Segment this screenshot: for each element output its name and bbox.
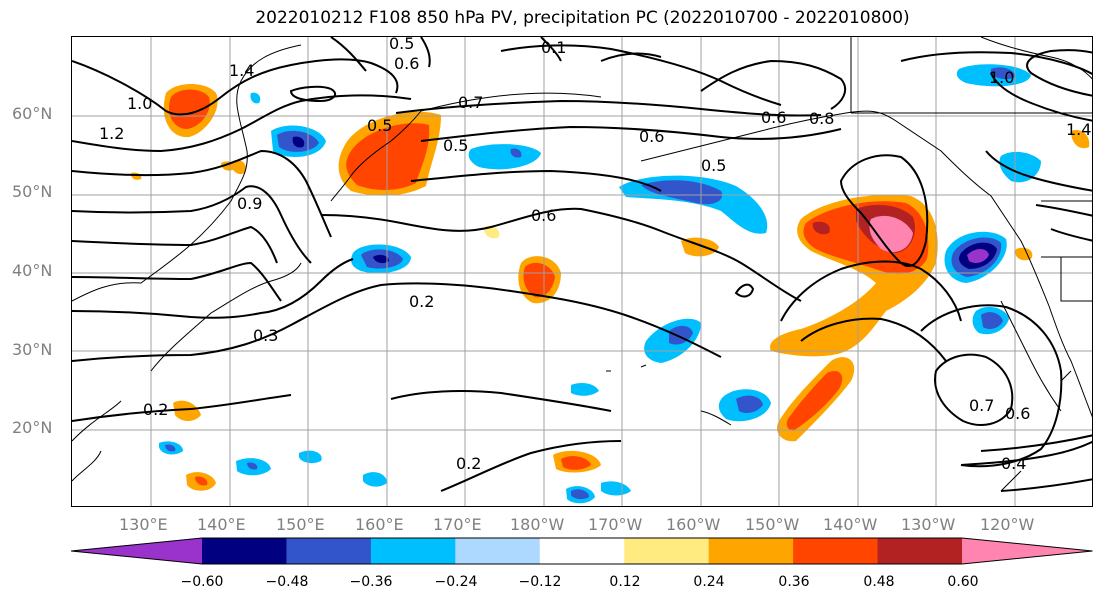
lon-label-160w: 160°W (666, 515, 721, 534)
contour-label: 0.5 (443, 136, 468, 155)
colorbar-bin (793, 538, 879, 564)
contour-label: 0.8 (809, 109, 834, 128)
pv-contours (72, 37, 1092, 492)
colorbar-bin (539, 538, 625, 564)
lon-label-180w: 180°W (510, 515, 565, 534)
lon-label-150w: 150°W (745, 515, 800, 534)
contour-label: 1.4 (229, 61, 254, 80)
contour-label: 0.7 (969, 396, 994, 415)
colorbar-bin (708, 538, 794, 564)
precipitation-shading (131, 64, 1090, 504)
lon-label-170e: 170°E (433, 515, 482, 534)
lon-label-130e: 130°E (119, 515, 168, 534)
contour-label: 1.0 (989, 68, 1014, 87)
lon-label-170w: 170°W (588, 515, 643, 534)
colorbar-bin (455, 538, 541, 564)
contour-label: 0.4 (1001, 454, 1026, 473)
contour-label: 0.6 (639, 127, 664, 146)
lat-label-40n: 40°N (12, 261, 53, 280)
lon-label-150e: 150°E (276, 515, 325, 534)
colorbar-extension-low (71, 538, 202, 564)
colorbar (70, 537, 1093, 569)
contour-label: 0.3 (253, 326, 278, 345)
colorbar-bin (370, 538, 456, 564)
colorbar-tick-label: −0.24 (434, 574, 478, 590)
map-title: 2022010212 F108 850 hPa PV, precipitatio… (255, 8, 910, 28)
colorbar-tick-label: −0.48 (265, 574, 309, 590)
colorbar-graphic (70, 537, 1093, 565)
colorbar-tick-label: 0.48 (863, 574, 895, 590)
lon-label-140w: 140°W (823, 515, 878, 534)
colorbar-tick-label: −0.36 (349, 574, 393, 590)
colorbar-bin (877, 538, 963, 564)
colorbar-bin (202, 538, 287, 564)
colorbar-tick-label: −0.12 (518, 574, 562, 590)
contour-label: 0.7 (458, 93, 483, 112)
contour-label: 0.6 (761, 108, 786, 127)
contour-label: 1.0 (127, 94, 152, 113)
coastlines (72, 37, 1092, 492)
colorbar-bins (70, 537, 1093, 565)
contour-label: 0.6 (1005, 404, 1030, 423)
contour-label: 1.4 (1066, 120, 1091, 139)
colorbar-tick-label: 0.24 (693, 574, 725, 590)
contour-label: 0.9 (237, 194, 262, 213)
lon-label-160e: 160°E (355, 515, 404, 534)
contour-label: 0.5 (701, 156, 726, 175)
lon-label-140e: 140°E (197, 515, 246, 534)
lon-label-130w: 130°W (901, 515, 956, 534)
contour-label: 0.6 (394, 54, 419, 73)
contour-label: 0.2 (409, 292, 434, 311)
lon-label-120w: 120°W (980, 515, 1035, 534)
colorbar-bin (624, 538, 710, 564)
colorbar-bin (286, 538, 372, 564)
colorbar-tick-label: 0.36 (778, 574, 810, 590)
graticule (72, 37, 1092, 506)
map-canvas: 0.5 0.6 0.1 1.4 1.0 1.2 0.7 0.5 0.6 0.5 … (72, 37, 1092, 506)
contour-labels: 0.5 0.6 0.1 1.4 1.0 1.2 0.7 0.5 0.6 0.5 … (99, 37, 1091, 473)
colorbar-tick-label: 0.12 (609, 574, 641, 590)
lat-label-30n: 30°N (12, 340, 53, 359)
contour-label: 0.2 (143, 400, 168, 419)
contour-label: 0.6 (531, 206, 556, 225)
lat-label-50n: 50°N (12, 182, 53, 201)
lat-label-60n: 60°N (12, 104, 53, 123)
colorbar-extension-high (962, 538, 1093, 564)
contour-label: 0.5 (389, 37, 414, 53)
colorbar-outline (70, 537, 1093, 565)
contour-label: 0.5 (367, 116, 392, 135)
lat-label-20n: 20°N (12, 418, 53, 437)
colorbar-tick-label: −0.60 (180, 574, 224, 590)
contour-label: 1.2 (99, 124, 124, 143)
colorbar-tick-label: 0.60 (947, 574, 979, 590)
contour-label: 0.1 (541, 38, 566, 57)
contour-label: 0.2 (456, 454, 481, 473)
map-panel: 0.5 0.6 0.1 1.4 1.0 1.2 0.7 0.5 0.6 0.5 … (71, 36, 1093, 507)
